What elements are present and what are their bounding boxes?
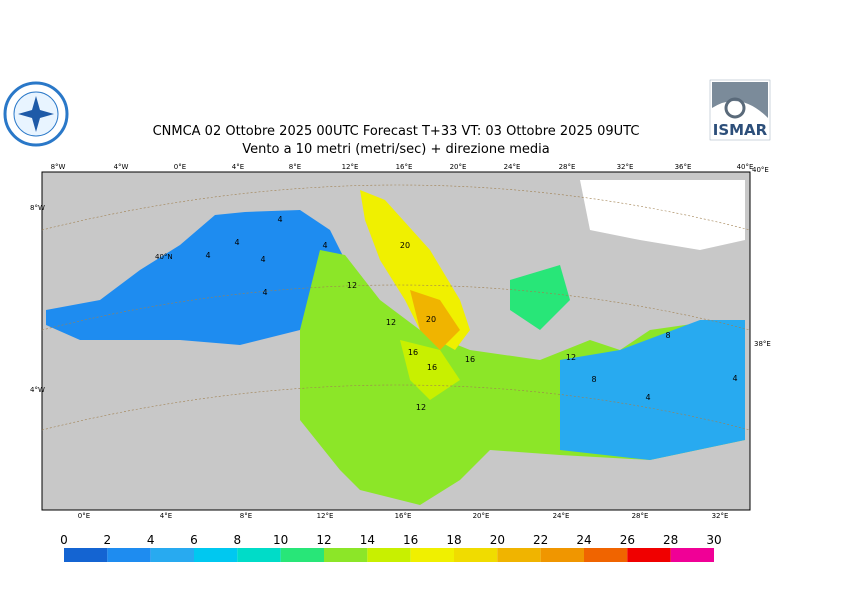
- contour-label: 4: [732, 374, 737, 383]
- left-label: 8°W: [30, 204, 45, 212]
- left-logo: [3, 81, 69, 147]
- left-label: 40°N: [155, 253, 173, 261]
- contour-label: 20: [426, 315, 436, 324]
- colorbar-box: [584, 548, 628, 562]
- colorbar-tick: 0: [60, 533, 68, 547]
- colorbar-tick: 26: [620, 533, 635, 547]
- colorbar-tick: 12: [316, 533, 331, 547]
- colorbar-box: [367, 548, 411, 562]
- title: CNMCA 02 Ottobre 2025 00UTC Forecast T+3…: [153, 124, 640, 139]
- colorbar-tick: 18: [446, 533, 461, 547]
- top-label: 28°E: [559, 163, 576, 171]
- bottom-label: 0°E: [78, 512, 90, 520]
- colorbar-tick: 24: [576, 533, 591, 547]
- top-label: 20°E: [450, 163, 467, 171]
- colorbar-tick: 28: [663, 533, 678, 547]
- top-label: 16°E: [396, 163, 413, 171]
- right-label: 38°E: [754, 340, 771, 348]
- contour-label: 4: [205, 251, 210, 260]
- contour-label: 4: [234, 238, 239, 247]
- logo-text: ISMAR: [713, 121, 768, 139]
- colorbar-box: [497, 548, 541, 562]
- colorbar-tick: 10: [273, 533, 288, 547]
- colorbar-box: [454, 548, 498, 562]
- top-label: 36°E: [675, 163, 692, 171]
- colorbar-box: [280, 548, 324, 562]
- colorbar-box: [237, 548, 281, 562]
- map-labels: 8°W 4°W 0°E 4°E 8°E 12°E 16°E 20°E 24°E 28°E 32°E 3…: [30, 163, 771, 520]
- contour-label: 12: [416, 403, 426, 412]
- bottom-label: 24°E: [553, 512, 570, 520]
- contour-label: 4: [322, 241, 327, 250]
- contour-label: 4: [277, 215, 282, 224]
- top-label: 24°E: [504, 163, 521, 171]
- top-label: 0°E: [174, 163, 186, 171]
- contour-label: 16: [427, 363, 437, 372]
- top-label: 4°E: [232, 163, 244, 171]
- bottom-label: 20°E: [473, 512, 490, 520]
- colorbar-box: [107, 548, 151, 562]
- bottom-label: 28°E: [632, 512, 649, 520]
- top-label: 8°W: [51, 163, 66, 171]
- colorbar-box: [64, 548, 108, 562]
- right-logo: ISMAR: [709, 79, 771, 141]
- top-label: 4°W: [114, 163, 129, 171]
- colorbar-box: [324, 548, 368, 562]
- bottom-label: 8°E: [240, 512, 252, 520]
- contour-label: 20: [400, 241, 410, 250]
- contour-label: 8: [665, 331, 670, 340]
- colorbar-tick: 22: [533, 533, 548, 547]
- subtitle: Vento a 10 metri (metri/sec) + direzione…: [242, 142, 549, 157]
- top-label: 32°E: [617, 163, 634, 171]
- contour-label: 12: [566, 353, 576, 362]
- contour-label: 12: [347, 281, 357, 290]
- contour-label: 12: [386, 318, 396, 327]
- colorbar-tick: 14: [360, 533, 375, 547]
- colorbar-box: [540, 548, 584, 562]
- bottom-label: 4°E: [160, 512, 172, 520]
- colorbar-tick: 20: [490, 533, 505, 547]
- colorbar-tick: 16: [403, 533, 418, 547]
- colorbar-box: [150, 548, 194, 562]
- contour-label: 4: [645, 393, 650, 402]
- colorbar: 0 2 4 6 8 10 12 14 16 18 20 22 24 26 28 30: [60, 533, 722, 562]
- contour-label: 16: [465, 355, 475, 364]
- map: [41, 171, 751, 511]
- colorbar-box: [670, 548, 714, 562]
- colorbar-tick: 8: [234, 533, 242, 547]
- contour-label: 4: [262, 288, 267, 297]
- bottom-label: 16°E: [395, 512, 412, 520]
- contour-label: 4: [260, 255, 265, 264]
- top-label: 12°E: [342, 163, 359, 171]
- colorbar-box: [627, 548, 671, 562]
- colorbar-box: [410, 548, 454, 562]
- colorbar-box: [194, 548, 238, 562]
- colorbar-tick: 4: [147, 533, 155, 547]
- colorbar-tick: 30: [706, 533, 721, 547]
- top-label: 8°E: [289, 163, 301, 171]
- colorbar-tick: 2: [104, 533, 112, 547]
- bottom-label: 32°E: [712, 512, 729, 520]
- colorbar-tick: 6: [190, 533, 198, 547]
- contour-label: 8: [591, 375, 596, 384]
- contour-label: 16: [408, 348, 418, 357]
- right-label: 40°E: [752, 166, 769, 174]
- top-label: 40°E: [737, 163, 754, 171]
- left-label: 4°W: [30, 386, 45, 394]
- bottom-label: 12°E: [317, 512, 334, 520]
